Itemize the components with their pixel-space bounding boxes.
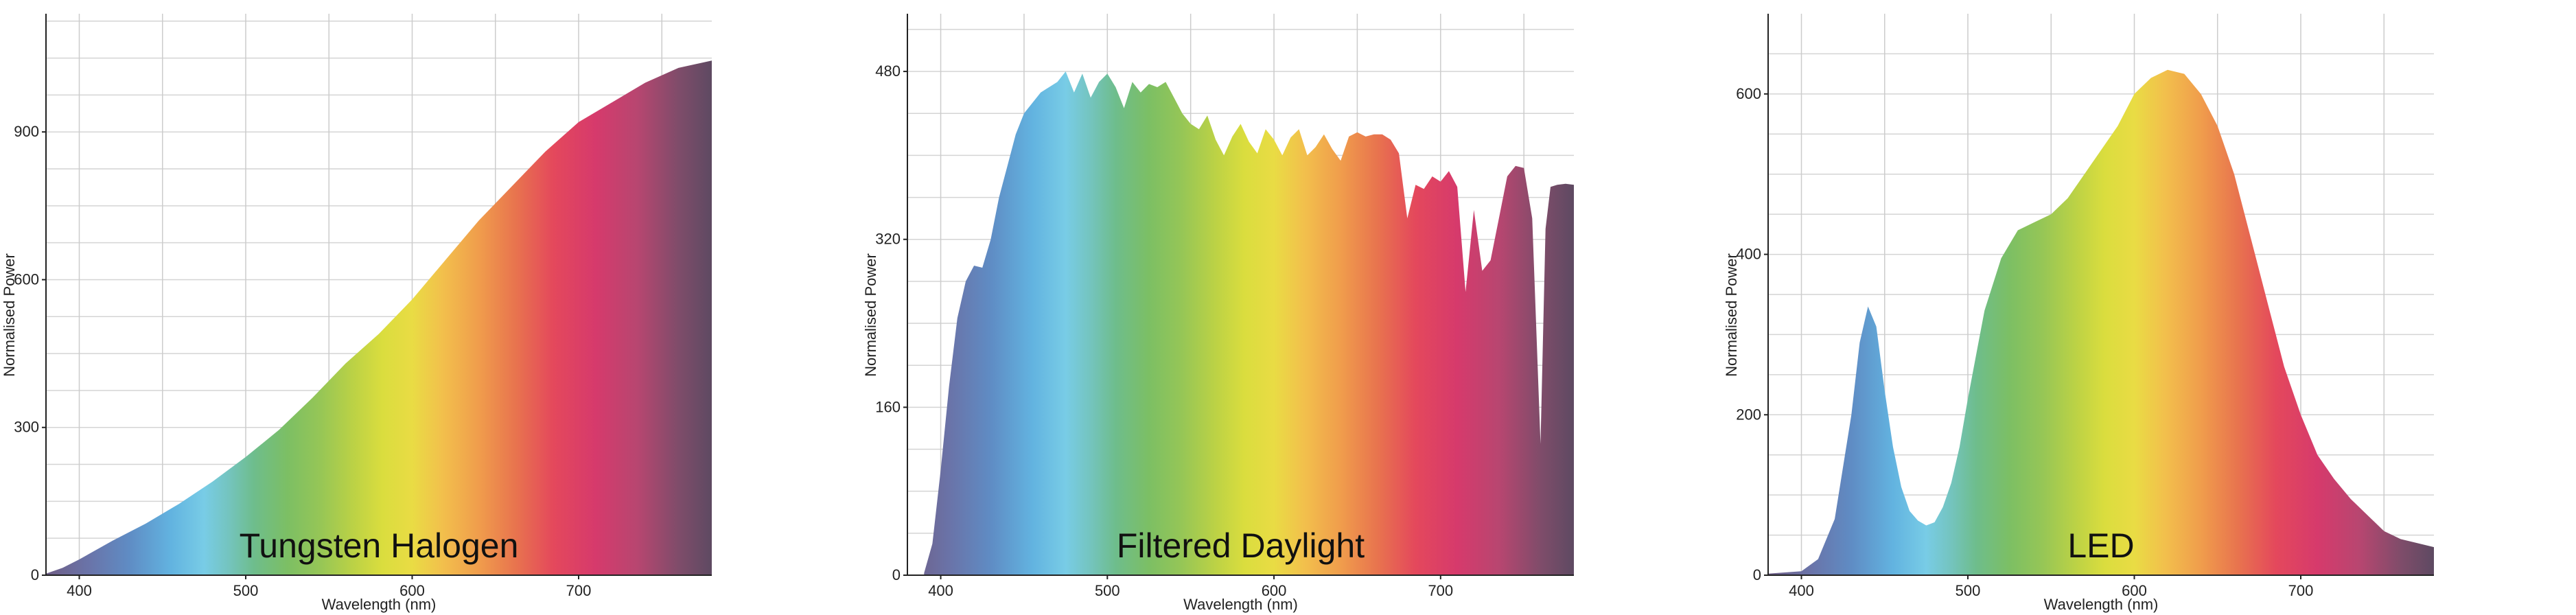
spectrum-area (46, 60, 712, 575)
chart-title: Filtered Daylight (1117, 526, 1365, 565)
y-tick-label: 480 (875, 62, 901, 80)
x-tick-label: 400 (67, 582, 92, 599)
x-tick-label: 400 (928, 582, 953, 599)
chart-tungsten-halogen: 400 500 600 700 0 300 600 900 Wavelength (nm) N… (1, 14, 712, 613)
y-tick-label: 900 (14, 123, 39, 140)
spectrum-area (924, 71, 1574, 576)
spectrum-area (1768, 69, 2434, 576)
x-tick-label: 600 (399, 582, 425, 599)
y-axis-label: Normalised Power (1, 253, 18, 377)
chart-title: LED (2067, 526, 2134, 565)
x-tick-label: 600 (2122, 582, 2147, 599)
y-tick-label: 320 (875, 231, 901, 248)
x-tick-label: 700 (2288, 582, 2314, 599)
y-tick-label: 0 (892, 566, 901, 583)
x-tick-label: 400 (1789, 582, 1814, 599)
y-axis-label: Normalised Power (1723, 253, 1740, 377)
x-tick-label: 500 (233, 582, 259, 599)
x-tick-label: 500 (1956, 582, 1981, 599)
y-tick-label: 0 (1753, 566, 1761, 583)
y-axis-label: Normalised Power (862, 253, 879, 377)
y-tick-label: 200 (1736, 406, 1761, 423)
x-tick-label: 700 (566, 582, 592, 599)
x-axis-label: Wavelength (nm) (322, 596, 437, 613)
chart-filtered-daylight: 400 500 600 700 0 160 320 480 Wavelength (nm) N… (862, 14, 1574, 613)
chart-title: Tungsten Halogen (240, 526, 519, 565)
x-tick-label: 500 (1095, 582, 1120, 599)
y-tick-label: 0 (31, 566, 39, 583)
x-tick-label: 600 (1262, 582, 1287, 599)
y-tick-label: 300 (14, 419, 39, 436)
x-axis-label: Wavelength (nm) (2044, 596, 2159, 613)
y-tick-label: 600 (14, 270, 39, 288)
chart-led: 400 500 600 700 0 200 400 600 Wavelength (nm) N… (1723, 14, 2434, 613)
y-tick-label: 160 (875, 398, 901, 415)
y-tick-label: 600 (1736, 85, 1761, 102)
x-axis-label: Wavelength (nm) (1183, 596, 1298, 613)
x-tick-label: 700 (1428, 582, 1453, 599)
y-tick-label: 400 (1736, 246, 1761, 263)
